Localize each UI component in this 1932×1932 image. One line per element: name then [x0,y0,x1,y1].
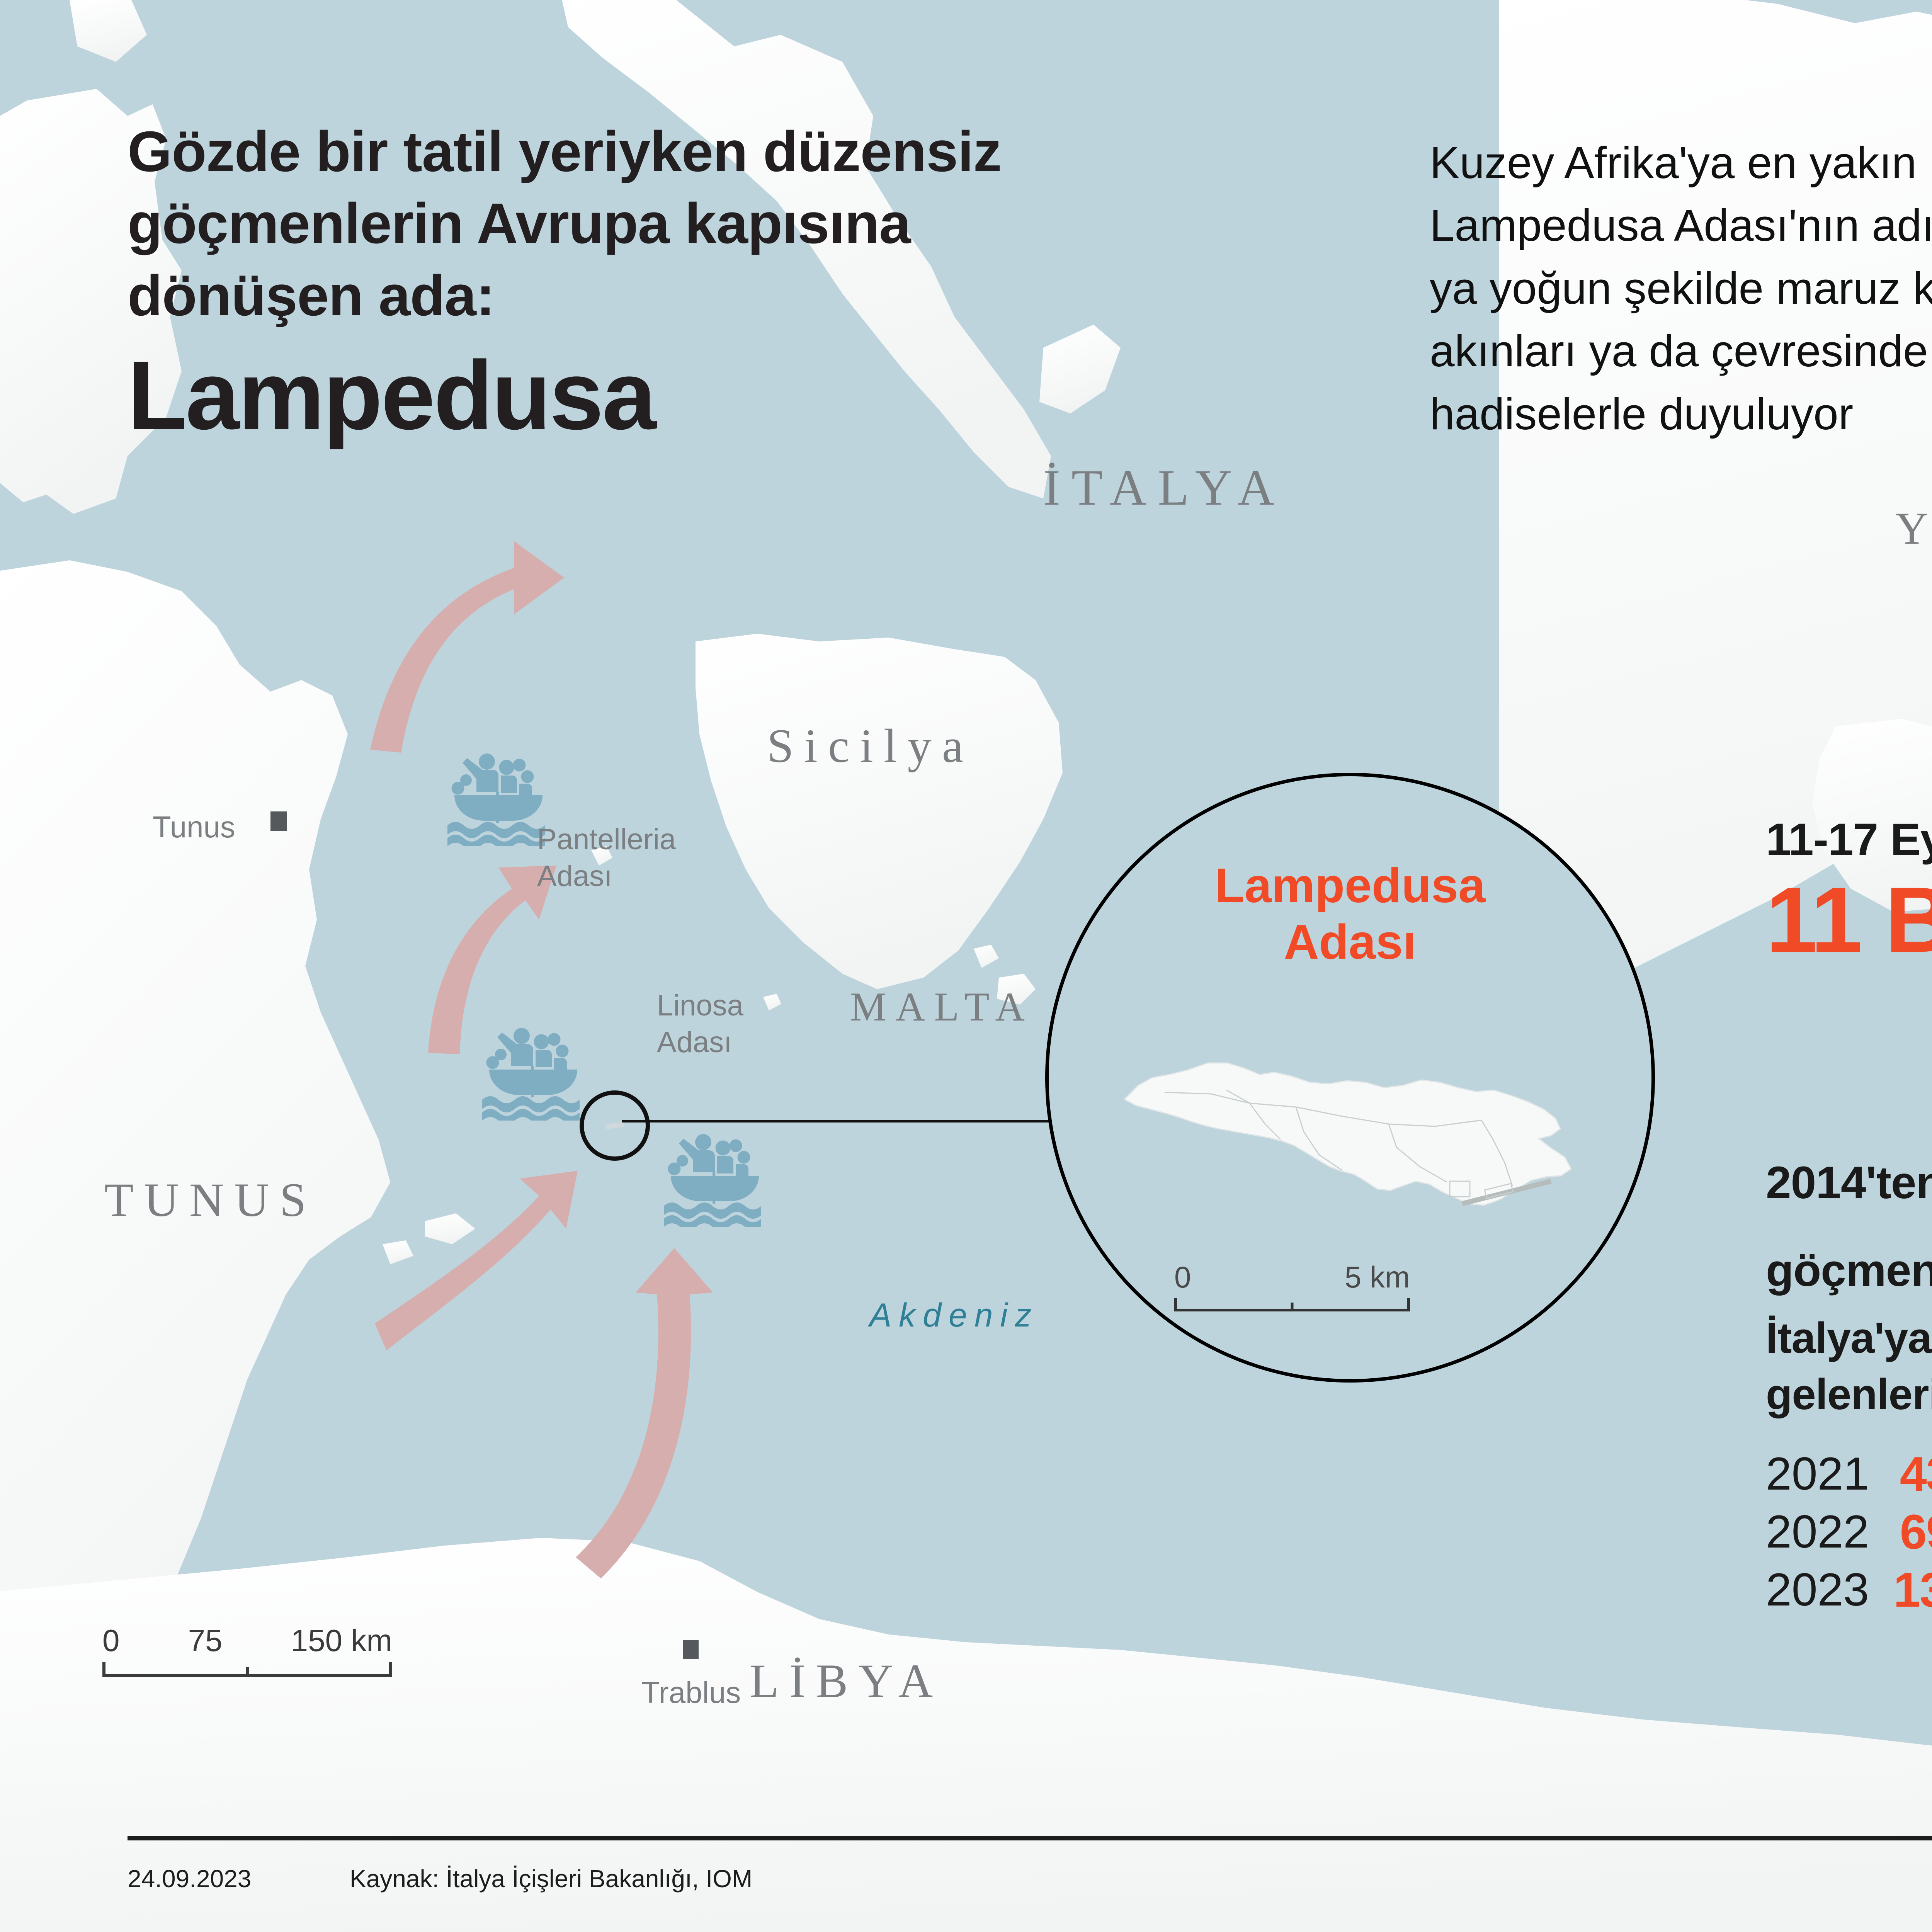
arrivals-bar-chart: İtalya'ya Akdeniz'i aşarak gelenlerin sa… [1766,1310,1932,1619]
chart-title-line-2: gelenlerin sayısı [1766,1370,1932,1418]
chart-category: 2022 [1766,1506,1869,1558]
map-label-tunus-city: Tunus [153,810,235,844]
map-label-libya: LİBYA [750,1655,944,1708]
headline-line-3: dönüşen ada: [128,264,495,328]
footer-divider [128,1836,1932,1840]
chart-value-label: 43.756 [1900,1446,1932,1501]
lampedusa-island-shape [1123,1062,1572,1206]
map-label-malta: MALTA [850,984,1034,1029]
chart-title-line-1: İtalya'ya Akdeniz'i aşarak [1766,1314,1932,1362]
inset-scale-tick-max: 5 km [1344,1260,1410,1294]
chart-value-label: 69.498 [1900,1504,1932,1559]
migrant-boat-icon [447,753,545,846]
map-label-yunanistan: YUNANİSTAN [1895,503,1932,554]
scale-tick-mid: 75 [188,1623,223,1658]
stat-weekly-kicker: 11-17 Eylül'de yaklaşık [1766,814,1932,865]
map-label-akdeniz: Akdeniz [869,1297,1039,1334]
headline-line-2: göçmenlerin Avrupa kapısına [128,192,911,256]
chart-category: 2021 [1766,1448,1869,1500]
lampedusa-locator-dot [605,1122,624,1129]
inset-title-line-1: Lampedusa [1214,858,1486,913]
stat-weekly-value: 11 BİN [1766,868,1932,971]
scale-tick-0: 0 [102,1623,120,1658]
migrant-boat-icon [664,1134,761,1227]
stat-weekly-arrivals: 11-17 Eylül'de yaklaşık 11 BİN düzensiz … [1766,813,1932,1010]
chart-row: 2021 43.756 [1766,1445,1932,1503]
inset-scale-bar: 0 5 km [1174,1260,1410,1311]
inset-title-line-2: Adası [1284,915,1417,969]
map-label-sicilya: Sicilya [767,719,974,772]
publish-date: 24.09.2023 [128,1865,252,1893]
chart-row: 2023 132.867 [1766,1561,1932,1619]
chart-title: İtalya'ya Akdeniz'i aşarak gelenlerin sa… [1766,1310,1932,1422]
map-scale-bar: 0 75 150 km [102,1623,392,1677]
page-title: Gözde bir tatil yeriyken düzensiz göçmen… [128,116,1345,451]
source-credit: Kaynak: İtalya İçişleri Bakanlığı, IOM [350,1865,753,1893]
stat-dead-line-2: göçmen sayısı [1766,1245,1932,1296]
intro-paragraph: Kuzey Afrika'ya en yakın İtalyan toprağı… [1430,138,1932,439]
scale-tick-max: 150 km [291,1623,392,1658]
stat-dead-missing: 2014'ten bu yana ölü veya kayıp göçmen s… [1766,1153,1932,1301]
scale-bar-rule [102,1662,392,1677]
inset-title: Lampedusa Adası [1049,857,1651,970]
chart-rows: 2021 43.756 2022 69.498 2023 132.867 [1766,1445,1932,1619]
lampedusa-inset-map: Lampedusa Adası 0 5 km [1045,773,1655,1383]
city-marker-tunus [270,811,287,831]
stat-dead-line-1: 2014'ten bu yana ölü veya kayıp [1766,1157,1932,1208]
inset-scale-tick-0: 0 [1174,1260,1191,1294]
map-label-italya: İTALYA [1043,459,1286,516]
callout-leader-line [622,1120,1051,1122]
map-label-linosa: Linosa Adası [657,989,743,1059]
chart-row: 2022 69.498 [1766,1503,1932,1561]
migrant-boat-icon [482,1028,580,1121]
map-label-pantelleria: Pantelleria Adası [537,823,676,893]
inset-scale-rule [1174,1298,1410,1311]
map-label-tunus-country: TUNUS [104,1173,317,1226]
chart-value-label: 132.867 [1893,1562,1932,1617]
chart-category: 2023 [1766,1564,1869,1616]
city-marker-trablus [683,1640,699,1659]
headline-subject: Lampedusa [128,341,656,450]
headline-line-1: Gözde bir tatil yeriyken düzensiz [128,120,1002,184]
lampedusa-locator-ring [580,1090,650,1161]
map-label-trablus: Trablus [641,1675,741,1709]
